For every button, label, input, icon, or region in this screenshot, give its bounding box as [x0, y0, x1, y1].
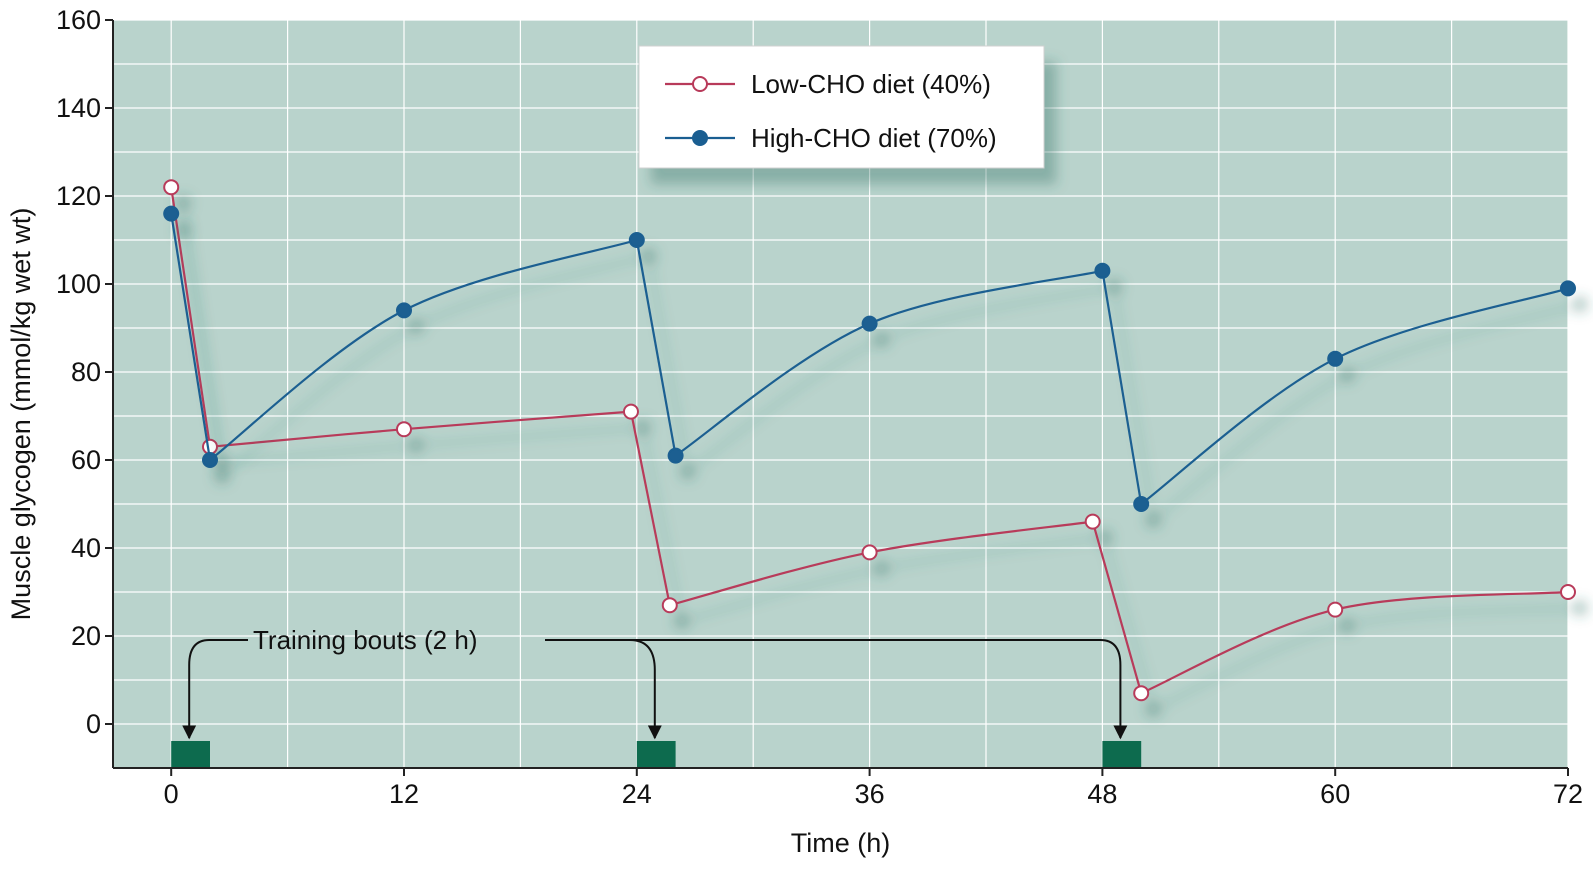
series-line-segment: [1101, 270, 1143, 505]
legend-marker: [692, 76, 708, 92]
x-tick-label: 48: [1087, 779, 1117, 809]
data-point: [163, 205, 180, 222]
y-tick-label: 100: [56, 269, 101, 299]
data-point: [1094, 262, 1111, 279]
y-axis-title: Muscle glycogen (mmol/kg wet wt): [6, 208, 36, 621]
y-tick-label: 160: [56, 5, 101, 35]
training-bout-bars: [171, 741, 1142, 767]
legend-box: [638, 45, 1045, 169]
data-point: [1133, 685, 1150, 702]
x-tick-label: 72: [1553, 779, 1583, 809]
x-tick-label: 36: [855, 779, 885, 809]
data-point: [396, 302, 412, 319]
annotation-layer: Training bouts (2 h): [182, 625, 1128, 740]
data-point: [202, 452, 218, 468]
legend-label: Low-CHO diet (40%): [751, 69, 991, 99]
data-point: [861, 315, 878, 332]
x-tick-label: 24: [622, 779, 652, 809]
y-tick-label: 120: [56, 181, 101, 211]
series-line-segment: [170, 213, 212, 461]
data-point: [1327, 350, 1344, 367]
data-point: [667, 447, 684, 464]
training-bout-bar: [171, 741, 210, 767]
y-tick-label: 80: [71, 357, 101, 387]
annotation-arrow: [182, 639, 248, 740]
y-tick-label: 60: [71, 445, 101, 475]
data-point: [661, 597, 678, 614]
legend-marker: [692, 130, 708, 146]
data-point: [622, 403, 639, 420]
series-layer: [163, 179, 1576, 702]
data-point: [1560, 280, 1576, 297]
data-point: [163, 179, 180, 196]
data-point: [628, 232, 645, 248]
data-point: [1560, 584, 1576, 600]
series-line-segment: [635, 239, 677, 456]
x-tick-label: 0: [164, 779, 179, 809]
series-line-segment: [629, 411, 671, 606]
data-point: [1133, 496, 1150, 512]
training-bout-bar: [636, 741, 676, 767]
y-tick-label: 140: [56, 93, 101, 123]
series-line-segment: [170, 187, 212, 447]
data-point: [1327, 601, 1344, 618]
x-axis-title: Time (h): [791, 828, 891, 858]
annotation-label: Training bouts (2 h): [253, 625, 477, 655]
data-point: [1084, 513, 1101, 530]
training-bout-bar: [1102, 741, 1142, 767]
legend: Low-CHO diet (40%) High-CHO diet (70%): [638, 45, 1045, 169]
series-high-cho: [163, 205, 1576, 512]
y-tick-label: 20: [71, 621, 101, 651]
data-point: [861, 544, 878, 561]
series-line-segment: [1091, 521, 1143, 694]
series-low-cho: [163, 179, 1576, 702]
y-tick-label: 40: [71, 533, 101, 563]
data-point: [396, 421, 412, 438]
annotation-arrow: [629, 639, 1128, 740]
legend-label: High-CHO diet (70%): [751, 123, 997, 153]
x-tick-label: 12: [389, 779, 419, 809]
axes: 0 20 40 60 80 100 120 140 160 0 12 24 36 48 60 72: [56, 5, 1583, 809]
data-point: [202, 438, 218, 455]
y-tick-label: 0: [86, 709, 101, 739]
x-tick-label: 60: [1320, 779, 1350, 809]
